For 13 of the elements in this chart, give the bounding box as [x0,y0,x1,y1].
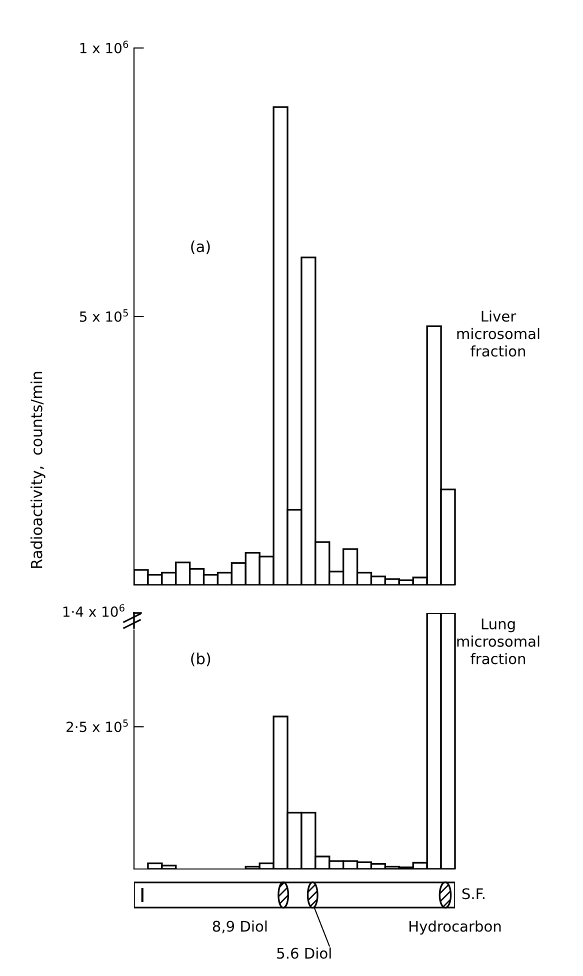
y-tick-label: 1 x 10$^{6}$ [80,40,128,54]
text: (b) [191,652,210,666]
text: Hydrocarbon [410,920,501,935]
text: (a) [191,240,210,254]
text: Lung microsomal fraction [457,618,540,664]
y-axis-title: Radioactivity, counts/min [30,372,46,568]
text: 5.6 Diol [277,948,331,959]
text: 1·4 x 10$^{6}$ [63,604,124,617]
text: S.F. [462,888,484,900]
text: 8,9 Diol [212,920,267,934]
text: Liver microsomal fraction [457,310,540,357]
y-tick-label: 2·5 x 10$^{5}$ [66,720,128,732]
y-tick-label: 5 x 10$^{5}$ [80,309,128,322]
